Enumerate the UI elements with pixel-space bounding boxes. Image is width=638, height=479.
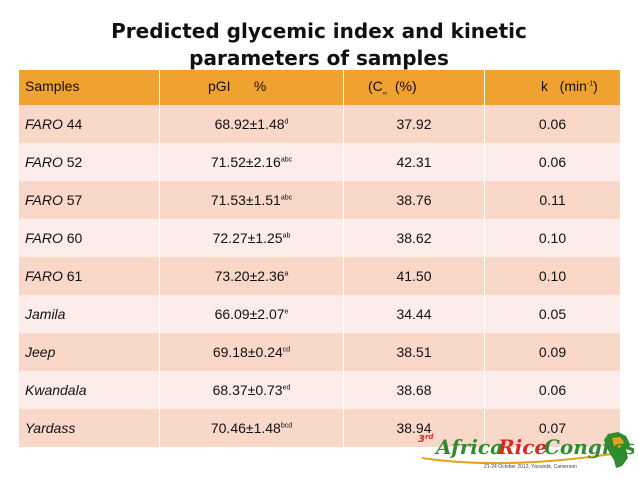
pgi-value: 69.18±0.24 xyxy=(212,344,283,360)
table-row: FARO 44 68.92±1.48d 37.92 0.06 xyxy=(18,105,621,143)
sample-name-italic: FARO xyxy=(25,154,63,170)
pgi-significance: abc xyxy=(280,194,293,202)
cell-k: 0.10 xyxy=(484,219,621,257)
logo-dates: 21-24 October 2013, Yaoundé, Cameroon xyxy=(484,464,577,470)
cell-cinf: 38.68 xyxy=(343,371,485,409)
sample-name-italic: FARO xyxy=(25,116,63,132)
cell-cinf: 38.62 xyxy=(343,219,485,257)
table-row: Jeep 69.18±0.24cd 38.51 0.09 xyxy=(18,333,621,371)
logo-graphic: 3rd Africa Rice Congress 21-24 October 2… xyxy=(418,432,634,470)
pgi-significance: ab xyxy=(282,232,291,240)
sample-name-number: 52 xyxy=(62,154,83,170)
header-pgi: pGI % xyxy=(159,70,344,105)
pgi-significance: e xyxy=(284,308,289,316)
pgi-significance: abc xyxy=(280,156,293,164)
sample-name-italic: Jeep xyxy=(25,344,56,360)
table-row: FARO 60 72.27±1.25ab 38.62 0.10 xyxy=(18,219,621,257)
cell-cinf: 38.51 xyxy=(343,333,485,371)
cell-k: 0.06 xyxy=(484,105,621,143)
title-line-1: Predicted glycemic index and kinetic xyxy=(111,19,527,43)
cell-sample: Jeep xyxy=(18,333,160,371)
header-cinf-rest: (%) xyxy=(387,78,417,94)
header-k-main: k (min xyxy=(541,78,587,94)
header-k-sup: -1 xyxy=(586,80,594,88)
africa-rice-congress-logo: 3rd Africa Rice Congress 21-24 October 2… xyxy=(412,428,634,474)
cell-pgi: 68.92±1.48d xyxy=(159,105,344,143)
pgi-significance: bcd xyxy=(280,422,293,430)
cell-pgi: 71.52±2.16abc xyxy=(159,143,344,181)
pgi-value: 71.52±2.16 xyxy=(210,154,281,170)
table-row: FARO 52 71.52±2.16abc 42.31 0.06 xyxy=(18,143,621,181)
cell-k: 0.10 xyxy=(484,257,621,295)
table-row: Jamila 66.09±2.07e 34.44 0.05 xyxy=(18,295,621,333)
header-samples: Samples xyxy=(18,70,160,105)
cell-pgi: 72.27±1.25ab xyxy=(159,219,344,257)
cell-sample: FARO 60 xyxy=(18,219,160,257)
sample-name-italic: Kwandala xyxy=(25,382,87,398)
cell-cinf: 37.92 xyxy=(343,105,485,143)
logo-brand-rice: Rice xyxy=(497,435,547,459)
pgi-value: 68.92±1.48 xyxy=(214,116,285,132)
cell-k: 0.06 xyxy=(484,143,621,181)
pgi-value: 68.37±0.73 xyxy=(212,382,283,398)
sample-name-number: 61 xyxy=(62,268,83,284)
sample-name-number: 60 xyxy=(62,230,83,246)
cell-k: 0.06 xyxy=(484,371,621,409)
cell-pgi: 70.46±1.48bcd xyxy=(159,409,344,447)
cell-sample: FARO 44 xyxy=(18,105,160,143)
logo-brand-africa: Africa xyxy=(434,435,503,459)
cell-k: 0.05 xyxy=(484,295,621,333)
cell-pgi: 68.37±0.73ed xyxy=(159,371,344,409)
pgi-value: 71.53±1.51 xyxy=(210,192,281,208)
cell-k: 0.11 xyxy=(484,181,621,219)
cell-k: 0.07 xyxy=(484,409,621,447)
pgi-significance: a xyxy=(284,270,289,278)
header-cinf: (C∞ (%) xyxy=(343,70,485,105)
cell-pgi: 71.53±1.51abc xyxy=(159,181,344,219)
cell-sample: Kwandala xyxy=(18,371,160,409)
title-line-2: parameters of samples xyxy=(189,46,449,70)
sample-name-italic: Yardass xyxy=(25,420,76,436)
cell-cinf: 42.31 xyxy=(343,143,485,181)
table-row: FARO 61 73.20±2.36a 41.50 0.10 xyxy=(18,257,621,295)
table-row: FARO 57 71.53±1.51abc 38.76 0.11 xyxy=(18,181,621,219)
cell-sample: FARO 57 xyxy=(18,181,160,219)
sample-name-italic: Jamila xyxy=(25,306,66,322)
sample-name-number: 57 xyxy=(62,192,83,208)
cell-sample: FARO 52 xyxy=(18,143,160,181)
header-cinf-open: (C xyxy=(368,78,383,94)
sample-name-italic: FARO xyxy=(25,268,63,284)
pgi-value: 72.27±1.25 xyxy=(212,230,283,246)
table-row: Kwandala 68.37±0.73ed 38.68 0.06 xyxy=(18,371,621,409)
cell-cinf: 38.76 xyxy=(343,181,485,219)
page-title: Predicted glycemic index and kinetic par… xyxy=(0,18,638,72)
pgi-significance: cd xyxy=(282,346,291,354)
logo-brand-congress: Congress xyxy=(544,435,634,459)
pgi-significance: ed xyxy=(282,384,291,392)
sample-name-italic: FARO xyxy=(25,192,63,208)
sample-name-italic: FARO xyxy=(25,230,63,246)
cell-pgi: 69.18±0.24cd xyxy=(159,333,344,371)
cell-pgi: 66.09±2.07e xyxy=(159,295,344,333)
logo-ordinal: 3rd xyxy=(418,433,434,445)
cell-cinf: 41.50 xyxy=(343,257,485,295)
cell-cinf: 38.94 xyxy=(343,409,485,447)
pgi-value: 70.46±1.48 xyxy=(210,420,281,436)
header-k: k (min-1) xyxy=(484,70,621,105)
table-row: Yardass 70.46±1.48bcd 38.94 0.07 xyxy=(18,409,621,447)
sample-name-number: 44 xyxy=(62,116,83,132)
glycemic-index-table: Samples pGI % (C∞ (%) k (min-1) FARO 44 6… xyxy=(18,70,621,447)
cell-sample: Jamila xyxy=(18,295,160,333)
pgi-significance: d xyxy=(284,118,289,126)
header-k-close: ) xyxy=(593,78,598,94)
cell-cinf: 34.44 xyxy=(343,295,485,333)
cell-sample: Yardass xyxy=(18,409,160,447)
table-header-row: Samples pGI % (C∞ (%) k (min-1) xyxy=(18,70,621,105)
cell-pgi: 73.20±2.36a xyxy=(159,257,344,295)
header-cinf-sub: ∞ xyxy=(382,90,388,97)
pgi-value: 66.09±2.07 xyxy=(214,306,285,322)
pgi-value: 73.20±2.36 xyxy=(214,268,285,284)
cell-sample: FARO 61 xyxy=(18,257,160,295)
cell-k: 0.09 xyxy=(484,333,621,371)
